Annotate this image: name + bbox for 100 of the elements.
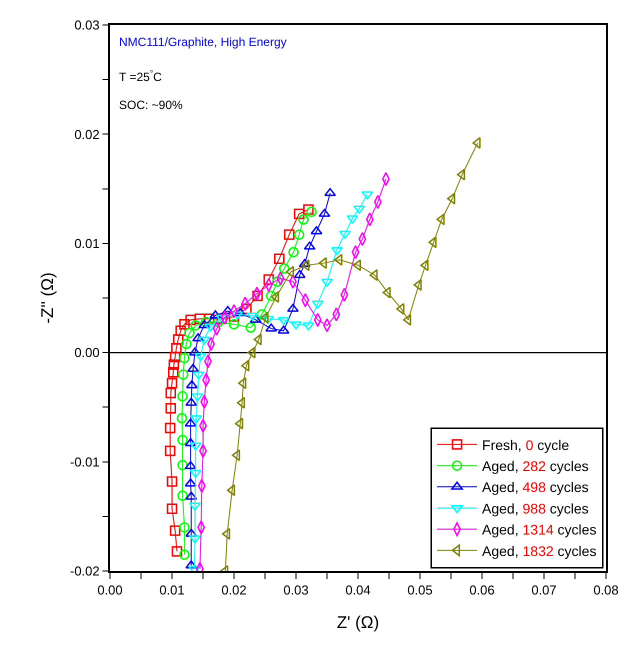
point bbox=[188, 347, 201, 356]
x-tick-label: 0.06 bbox=[469, 582, 495, 598]
point bbox=[252, 290, 263, 302]
point bbox=[184, 418, 197, 427]
y-tick-label: 0.01 bbox=[74, 236, 100, 251]
point bbox=[181, 338, 192, 350]
point bbox=[184, 460, 197, 470]
point bbox=[428, 236, 437, 248]
point bbox=[166, 378, 178, 388]
point bbox=[179, 318, 190, 330]
point bbox=[286, 266, 294, 278]
x-tick-label: 0.03 bbox=[283, 582, 309, 598]
point bbox=[290, 321, 302, 330]
point bbox=[321, 278, 333, 287]
annotation: SOC: ~90% bbox=[119, 98, 184, 112]
point bbox=[194, 352, 206, 362]
point bbox=[330, 246, 343, 256]
point bbox=[166, 504, 178, 514]
point bbox=[185, 314, 196, 326]
point bbox=[164, 446, 176, 456]
point bbox=[369, 269, 378, 282]
point bbox=[284, 229, 294, 240]
point bbox=[177, 490, 188, 501]
point bbox=[184, 438, 197, 446]
point bbox=[200, 316, 212, 328]
point bbox=[234, 418, 244, 430]
point bbox=[472, 136, 481, 149]
point bbox=[254, 334, 262, 346]
point bbox=[190, 320, 201, 331]
point bbox=[177, 391, 188, 402]
y-axis-title: -Z'' (Ω) bbox=[38, 272, 58, 324]
point bbox=[168, 367, 178, 378]
point bbox=[232, 449, 240, 462]
point bbox=[346, 215, 358, 224]
point bbox=[185, 560, 198, 569]
point bbox=[247, 346, 256, 359]
point bbox=[265, 323, 278, 332]
point bbox=[222, 528, 230, 540]
point bbox=[241, 304, 252, 314]
point bbox=[312, 300, 324, 309]
legend-label: Fresh, 0 cycle bbox=[482, 436, 570, 453]
point bbox=[175, 326, 186, 336]
x-axis-title: Z' (Ω) bbox=[336, 613, 380, 632]
point bbox=[222, 306, 234, 314]
point bbox=[184, 328, 195, 338]
point bbox=[176, 412, 188, 424]
x-tick-label: 0.08 bbox=[593, 582, 619, 598]
point bbox=[266, 290, 276, 302]
point bbox=[353, 205, 366, 214]
point bbox=[179, 522, 190, 533]
point bbox=[436, 213, 445, 226]
y-tick-label: 0.03 bbox=[74, 18, 100, 33]
point bbox=[245, 322, 256, 333]
point bbox=[263, 274, 274, 285]
point bbox=[302, 322, 314, 331]
point bbox=[178, 369, 188, 380]
point bbox=[184, 478, 197, 487]
point bbox=[166, 476, 178, 487]
point bbox=[294, 208, 304, 220]
point bbox=[294, 270, 306, 278]
point bbox=[172, 546, 182, 557]
point bbox=[228, 318, 240, 330]
point bbox=[226, 484, 236, 496]
point bbox=[303, 204, 314, 215]
point bbox=[204, 323, 216, 332]
point bbox=[171, 342, 182, 354]
legend-label: Aged, 282 cycles bbox=[482, 458, 589, 474]
point bbox=[166, 403, 176, 414]
x-tick-label: 0.07 bbox=[531, 582, 557, 598]
point bbox=[177, 460, 188, 470]
x-tick-label: 0.04 bbox=[345, 582, 371, 598]
x-tick-label: 0.02 bbox=[221, 582, 247, 598]
y-tick-label: -0.01 bbox=[70, 454, 100, 470]
point bbox=[456, 168, 466, 181]
x-tick-label: 0.00 bbox=[97, 582, 123, 598]
x-tick-label: 0.01 bbox=[159, 582, 185, 598]
point bbox=[260, 312, 269, 324]
point bbox=[164, 422, 176, 434]
point bbox=[304, 241, 316, 250]
y-tick-label: 0.02 bbox=[74, 126, 100, 142]
point bbox=[361, 191, 374, 200]
point bbox=[288, 246, 299, 258]
legend-label: Aged, 988 cycles bbox=[482, 500, 589, 516]
point bbox=[294, 229, 304, 240]
point bbox=[172, 334, 184, 345]
point bbox=[270, 290, 280, 303]
point bbox=[256, 309, 268, 320]
point bbox=[236, 396, 246, 409]
point bbox=[192, 333, 204, 342]
y-tick-label: 0.00 bbox=[74, 345, 100, 360]
point bbox=[298, 214, 309, 225]
legend-label: Aged, 498 cycles bbox=[482, 479, 589, 496]
point bbox=[168, 359, 180, 370]
x-tick-label: 0.05 bbox=[407, 582, 433, 598]
point bbox=[306, 206, 317, 217]
annotation: T =25$^{°}$C bbox=[119, 68, 162, 84]
point bbox=[272, 276, 283, 287]
point bbox=[231, 311, 244, 320]
point bbox=[318, 208, 330, 217]
point bbox=[420, 259, 429, 272]
